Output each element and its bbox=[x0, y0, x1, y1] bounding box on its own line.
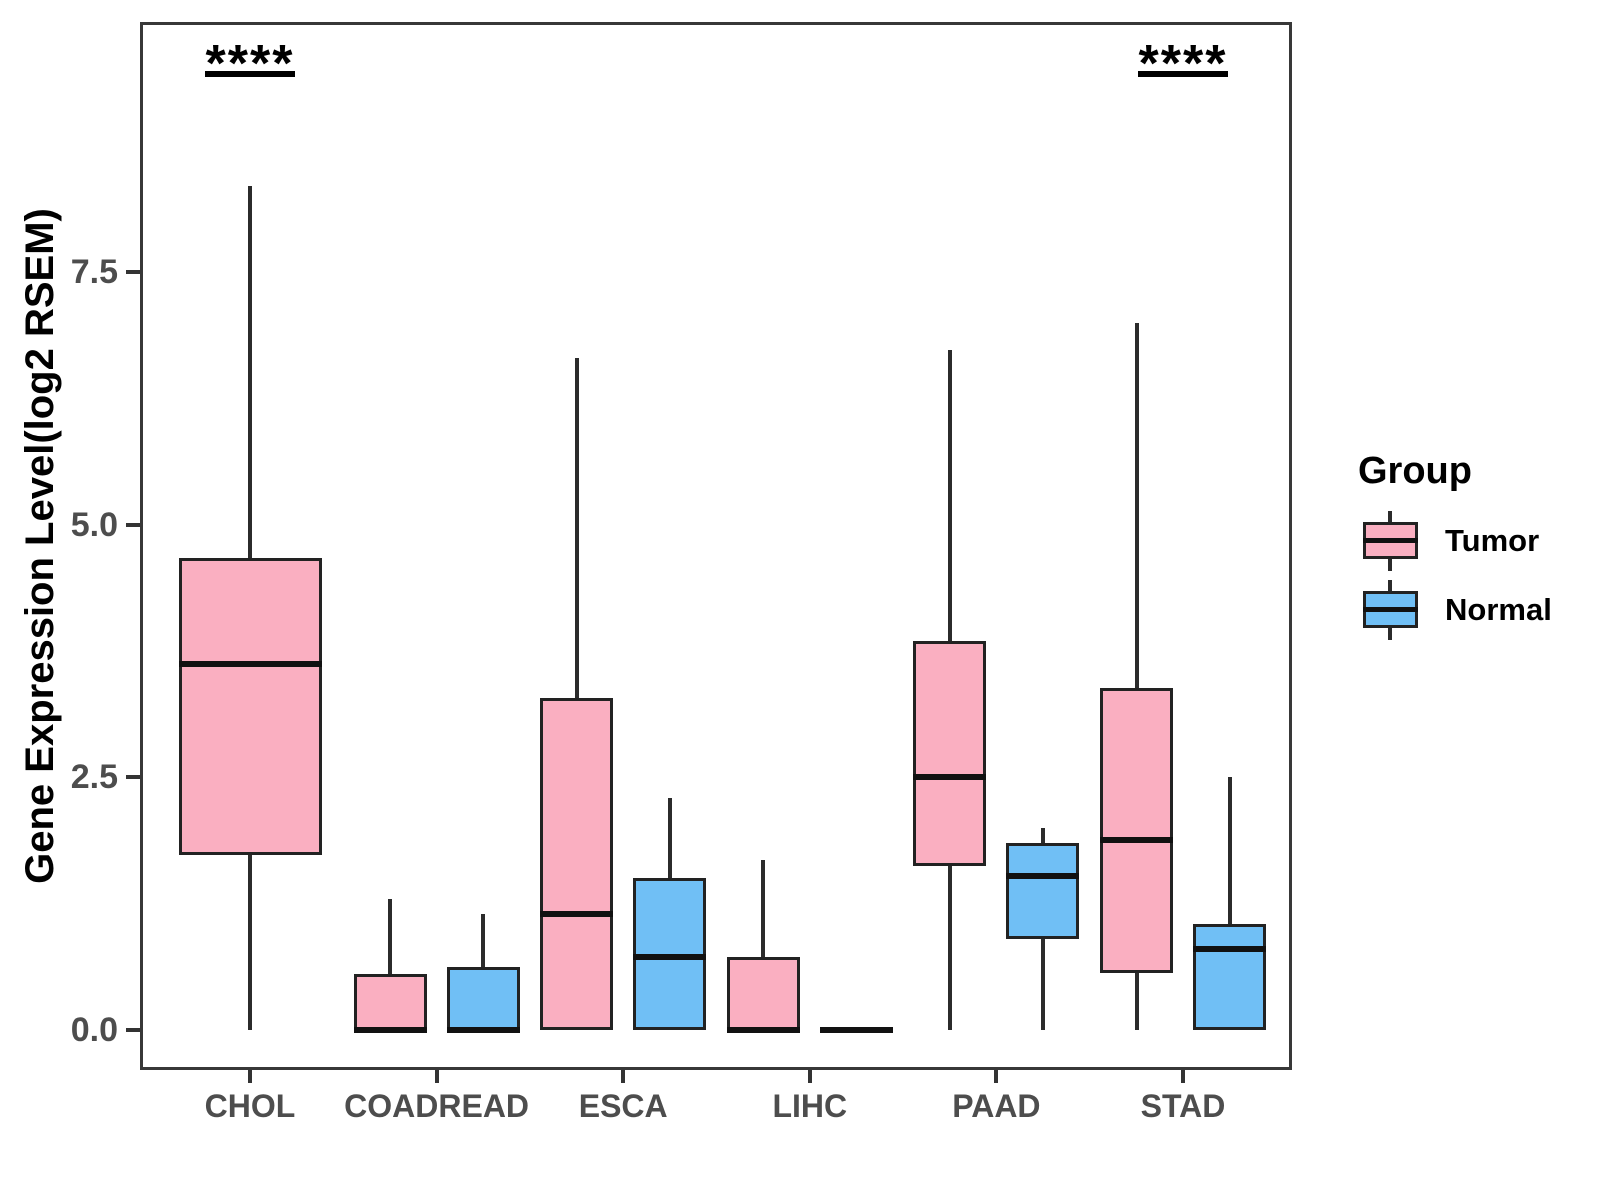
whisker-upper bbox=[248, 186, 252, 558]
median-line bbox=[1100, 836, 1173, 843]
x-axis-label: COADREAD bbox=[344, 1088, 530, 1124]
whisker-lower bbox=[1134, 973, 1139, 1030]
whisker-upper bbox=[761, 860, 766, 958]
box-tumor bbox=[540, 698, 614, 1030]
median-line bbox=[178, 661, 322, 668]
box-tumor bbox=[726, 957, 800, 1030]
whisker-upper bbox=[667, 797, 672, 879]
x-axis-label: CHOL bbox=[204, 1088, 296, 1124]
x-axis-label: PAAD bbox=[952, 1088, 1041, 1124]
significance-stars: **** bbox=[205, 35, 295, 93]
y-tick-mark bbox=[126, 269, 140, 274]
legend-item-label: Normal bbox=[1445, 592, 1552, 627]
box-normal bbox=[1006, 843, 1080, 940]
x-tick-mark bbox=[434, 1070, 439, 1083]
y-tick-mark bbox=[126, 1028, 140, 1032]
x-tick-mark bbox=[248, 1070, 252, 1083]
median-line bbox=[726, 1027, 800, 1033]
y-tick-label: 5.0 bbox=[70, 505, 118, 544]
whisker-lower bbox=[248, 855, 252, 1030]
plot-panel bbox=[140, 22, 1292, 1070]
legend-glyph-median bbox=[1363, 538, 1418, 543]
legend-item-label: Tumor bbox=[1445, 523, 1540, 558]
x-tick-mark bbox=[807, 1070, 812, 1083]
x-axis-label: ESCA bbox=[578, 1088, 668, 1124]
significance-bar bbox=[1138, 71, 1228, 77]
whisker-upper bbox=[1040, 827, 1045, 844]
whisker-upper bbox=[388, 898, 393, 975]
median-line bbox=[446, 1027, 520, 1033]
box-normal bbox=[633, 878, 707, 1030]
box-normal bbox=[446, 967, 520, 1030]
whisker-upper bbox=[481, 913, 486, 968]
x-tick-mark bbox=[994, 1070, 999, 1083]
legend-glyph-median bbox=[1363, 607, 1418, 612]
significance-bar bbox=[205, 71, 295, 77]
x-tick-mark bbox=[621, 1070, 626, 1083]
box-tumor bbox=[913, 640, 987, 867]
whisker-upper bbox=[1134, 322, 1139, 689]
whisker-upper bbox=[1227, 777, 1232, 924]
median-line bbox=[540, 910, 614, 917]
y-tick-label: 7.5 bbox=[70, 252, 118, 291]
x-axis-label: STAD bbox=[1140, 1088, 1226, 1124]
whisker-upper bbox=[947, 349, 952, 641]
legend-title: Group bbox=[1358, 450, 1472, 492]
median-line bbox=[913, 774, 987, 781]
box-tumor bbox=[178, 558, 322, 856]
significance-stars: **** bbox=[1138, 35, 1228, 93]
y-tick-label: 0.0 bbox=[70, 1011, 118, 1049]
y-tick-mark bbox=[126, 522, 140, 527]
whisker-lower bbox=[1040, 939, 1045, 1030]
x-tick-mark bbox=[1181, 1070, 1185, 1083]
whisker-lower bbox=[947, 866, 952, 1030]
median-line bbox=[633, 954, 707, 961]
legend-key-boxplot-glyph bbox=[1363, 580, 1418, 640]
box-tumor bbox=[353, 974, 427, 1030]
median-line bbox=[353, 1027, 427, 1033]
legend: Group Tumor Normal bbox=[1330, 430, 1590, 690]
median-line bbox=[1006, 873, 1080, 880]
y-tick-label: 2.5 bbox=[70, 758, 118, 797]
box-tumor bbox=[1100, 688, 1173, 974]
legend-key-boxplot-glyph bbox=[1363, 511, 1418, 571]
x-axis-label: LIHC bbox=[772, 1088, 848, 1124]
median-line bbox=[1193, 946, 1266, 953]
y-tick-mark bbox=[126, 775, 140, 780]
median-line bbox=[819, 1027, 893, 1033]
box-normal bbox=[1193, 923, 1266, 1030]
whisker-upper bbox=[574, 357, 579, 699]
